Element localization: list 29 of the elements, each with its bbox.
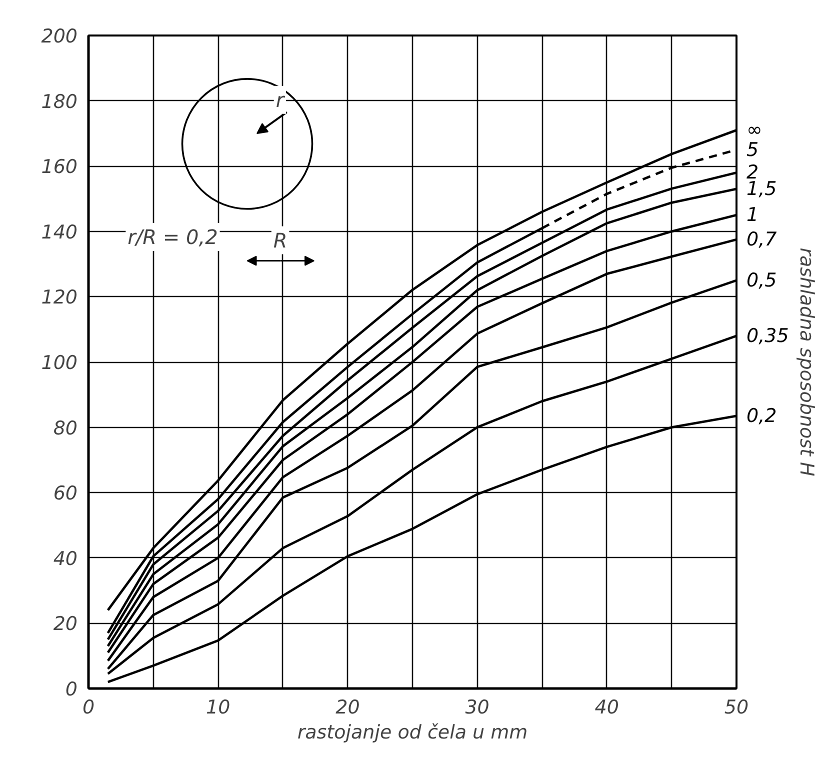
x-tick-label: 30: [465, 696, 490, 718]
y-tick-label: 200: [41, 26, 78, 48]
y-tick-label: 80: [53, 417, 78, 440]
y-tick-label: 180: [41, 90, 78, 113]
y-tick-label: 140: [41, 221, 78, 244]
series-label: 0,5: [746, 269, 777, 292]
x-tick-label: 50: [724, 696, 749, 718]
y-tick-label: 40: [53, 548, 78, 570]
series-label: 5: [746, 138, 759, 161]
y-tick-label: 120: [41, 286, 78, 309]
y-axis-title: rashladna sposobnost H: [796, 248, 818, 476]
y-tick-label: 60: [53, 482, 78, 505]
annotation: r/R = 0,2: [128, 224, 218, 249]
annotation: R: [273, 228, 288, 252]
y-tick-label: 100: [41, 352, 78, 374]
x-tick-label: 20: [336, 696, 360, 718]
y-tick-label: 0: [65, 678, 78, 700]
x-tick-label: 10: [206, 696, 230, 718]
series-label: 0,7: [746, 228, 777, 251]
series-label: 1: [746, 204, 759, 226]
y-tick-label: 20: [53, 613, 78, 636]
x-axis-title: rastojanje od čela u mm: [297, 722, 528, 744]
x-tick-label: 40: [594, 696, 619, 718]
x-tick-label: 0: [82, 696, 95, 718]
y-tick-label: 160: [41, 156, 78, 178]
series-label: 0,2: [746, 404, 777, 427]
series-label: 0,35: [746, 324, 789, 347]
series-label: ∞: [746, 119, 762, 142]
annotation: r: [276, 88, 286, 112]
